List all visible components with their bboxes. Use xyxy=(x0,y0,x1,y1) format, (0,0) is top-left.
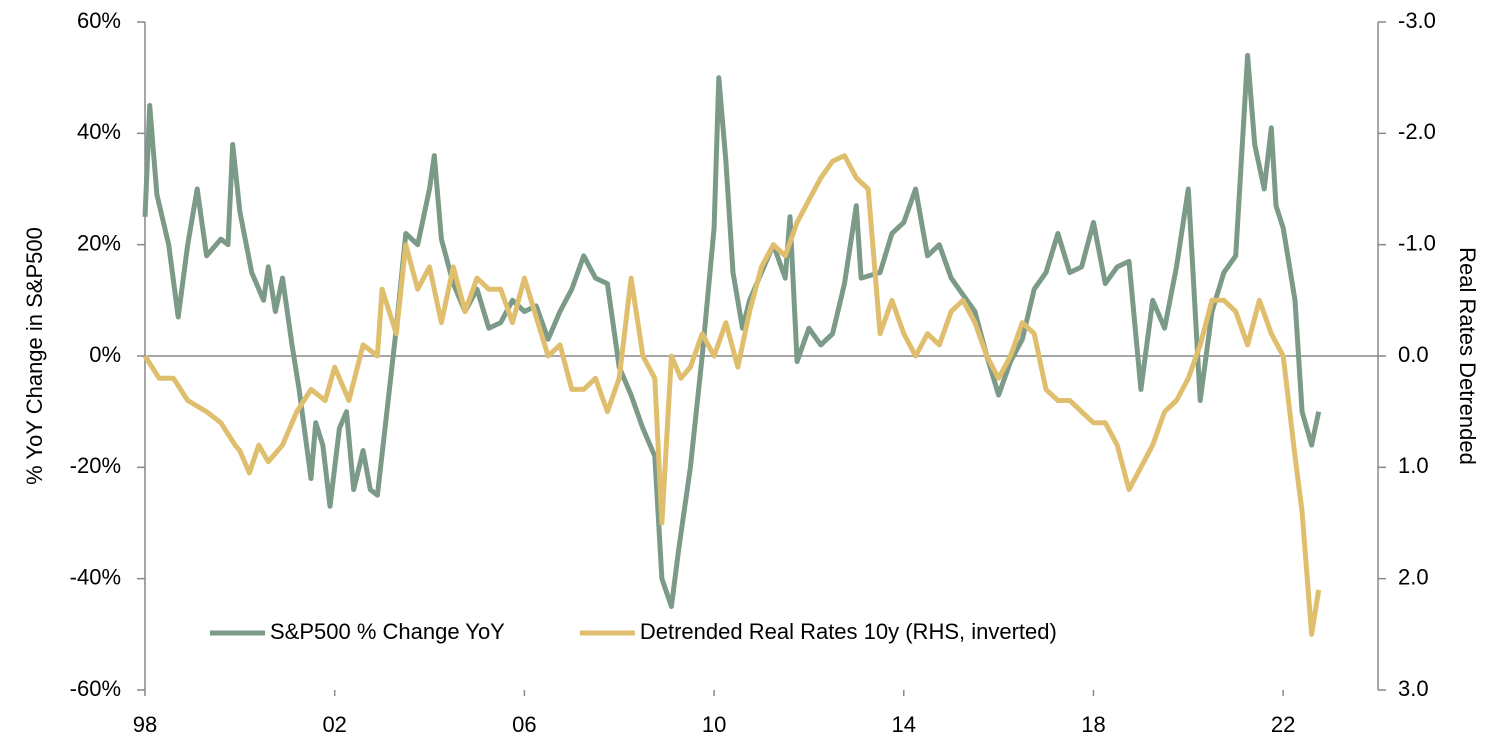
y-axis-title: % YoY Change in S&P500 xyxy=(22,227,47,485)
y-tick-label: 60% xyxy=(77,8,121,33)
y-tick-label: 40% xyxy=(77,119,121,144)
series-line xyxy=(142,153,1322,637)
legend-label: Detrended Real Rates 10y (RHS, inverted) xyxy=(640,619,1057,644)
series-line xyxy=(142,52,1322,609)
x-tick-label: 02 xyxy=(322,712,346,737)
y2-tick-label: -2.0 xyxy=(1398,119,1436,144)
y2-tick-label: 2.0 xyxy=(1398,564,1429,589)
y-tick-label: 20% xyxy=(77,230,121,255)
y2-tick-label: 3.0 xyxy=(1398,676,1429,701)
x-tick-label: 98 xyxy=(133,712,157,737)
x-tick-label: 14 xyxy=(892,712,916,737)
y-tick-label: -40% xyxy=(70,564,121,589)
x-tick-label: 06 xyxy=(512,712,536,737)
y2-axis-title: Real Rates Detrended xyxy=(1455,247,1480,465)
y2-tick-label: -3.0 xyxy=(1398,8,1436,33)
y2-tick-label: 1.0 xyxy=(1398,453,1429,478)
y-tick-label: -60% xyxy=(70,676,121,701)
y-tick-label: -20% xyxy=(70,453,121,478)
x-tick-label: 18 xyxy=(1081,712,1105,737)
legend-label: S&P500 % Change YoY xyxy=(270,619,505,644)
y2-tick-label: -1.0 xyxy=(1398,230,1436,255)
x-tick-label: 10 xyxy=(702,712,726,737)
y-tick-label: 0% xyxy=(89,342,121,367)
x-tick-label: 22 xyxy=(1271,712,1295,737)
y2-tick-label: 0.0 xyxy=(1398,342,1429,367)
